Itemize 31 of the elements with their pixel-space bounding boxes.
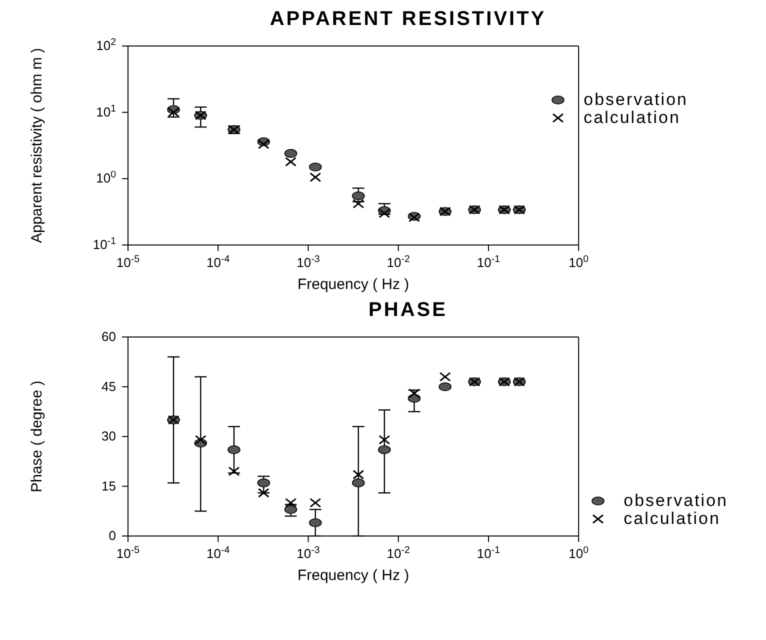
y-axis-title: Apparent resistivity ( ohm m ) — [28, 48, 46, 244]
x-tick-label: 10$^{-4}$ — [206, 254, 230, 270]
x-tick-label: 10$^{-4}$ — [206, 544, 230, 561]
x-tick-label: 10$^{-1}$ — [476, 254, 500, 270]
y-tick-label: 45 — [102, 378, 116, 394]
legend-label: observation — [584, 90, 688, 109]
y-tick-label: 60 — [102, 329, 116, 344]
x-axis-title: Frequency ( Hz ) — [297, 567, 410, 584]
chart-title: PHASE — [368, 299, 448, 322]
x-tick-label: 10$^{-3}$ — [296, 544, 320, 561]
y-tick-label: 10$^{1}$ — [96, 102, 116, 120]
y-tick-label: 0 — [108, 528, 116, 543]
y-tick-label: 10$^{0}$ — [96, 169, 117, 186]
legend-label: calculation — [584, 108, 680, 127]
legend-label: calculation — [624, 509, 720, 528]
x-tick-label: 10$^{0}$ — [568, 544, 590, 561]
x-tick-label: 10$^{-2}$ — [386, 254, 410, 270]
x-tick-label: 10$^{0}$ — [568, 254, 590, 270]
y-axis-title: Phase ( degree ) — [28, 380, 46, 492]
x-tick-label: 10$^{-5}$ — [116, 254, 140, 270]
y-tick-label: 30 — [102, 428, 116, 444]
chart-title: APPARENT RESISTIVITY — [268, 8, 548, 31]
y-tick-label: 15 — [102, 478, 116, 494]
x-tick-label: 10$^{-1}$ — [476, 544, 500, 561]
y-tick-label: 10$^{2}$ — [96, 36, 116, 53]
x-axis-title: Frequency ( Hz ) — [297, 276, 410, 293]
y-tick-label: 10$^{-1}$ — [92, 236, 116, 252]
x-tick-label: 10$^{-2}$ — [386, 544, 410, 561]
x-tick-label: 10$^{-5}$ — [116, 544, 140, 561]
legend-label: observation — [624, 491, 728, 510]
x-tick-label: 10$^{-3}$ — [296, 254, 320, 270]
